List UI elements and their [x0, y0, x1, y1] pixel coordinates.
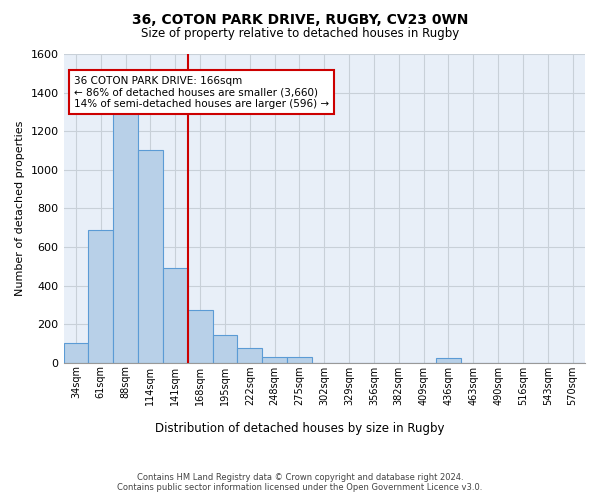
Bar: [188, 310, 212, 362]
Text: Size of property relative to detached houses in Rugby: Size of property relative to detached ho…: [141, 28, 459, 40]
Bar: [113, 102, 138, 362]
Bar: [64, 344, 88, 362]
Bar: [88, 230, 113, 362]
Text: 36, COTON PARK DRIVE, RUGBY, CV23 0WN: 36, COTON PARK DRIVE, RUGBY, CV23 0WN: [132, 12, 468, 26]
Bar: [287, 357, 312, 362]
Bar: [436, 358, 461, 362]
Bar: [138, 150, 163, 362]
Text: 36 COTON PARK DRIVE: 166sqm
← 86% of detached houses are smaller (3,660)
14% of : 36 COTON PARK DRIVE: 166sqm ← 86% of det…: [74, 76, 329, 109]
Bar: [262, 357, 287, 362]
Bar: [238, 348, 262, 362]
Y-axis label: Number of detached properties: Number of detached properties: [15, 120, 25, 296]
Text: Contains HM Land Registry data © Crown copyright and database right 2024.
Contai: Contains HM Land Registry data © Crown c…: [118, 473, 482, 492]
Text: Distribution of detached houses by size in Rugby: Distribution of detached houses by size …: [155, 422, 445, 435]
Bar: [212, 334, 238, 362]
Bar: [163, 268, 188, 362]
